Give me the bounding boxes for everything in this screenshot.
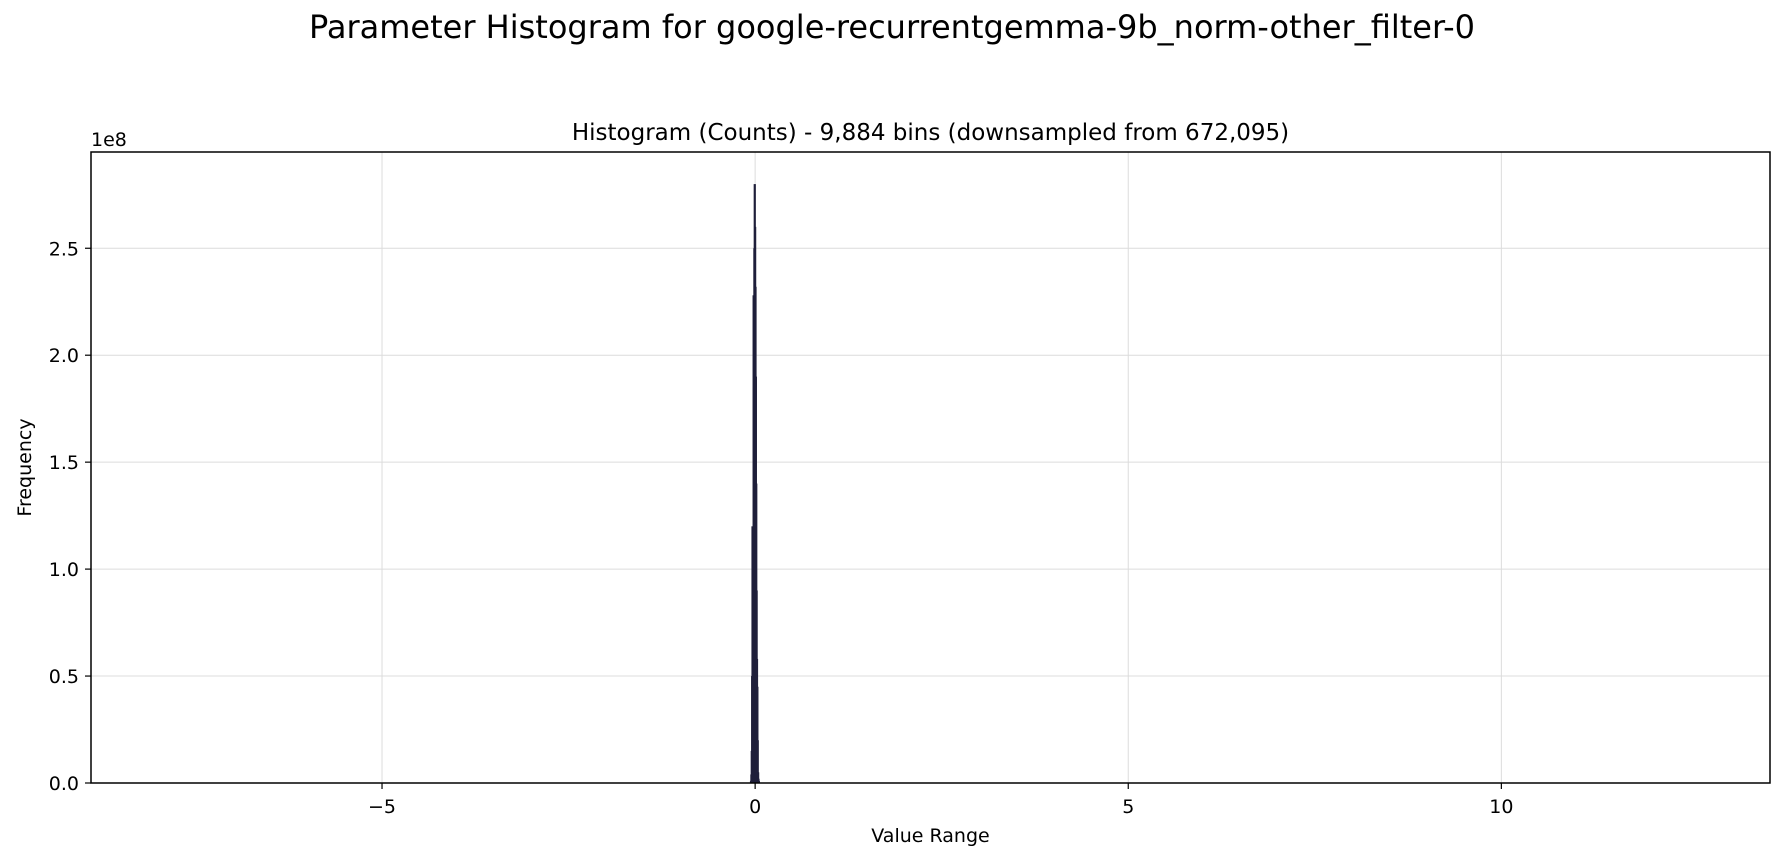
histogram-bar [757, 780, 760, 783]
y-tick-label: 1.0 [49, 559, 79, 581]
x-axis-label: Value Range [871, 825, 989, 847]
histogram-bars [749, 184, 760, 784]
y-tick-label: 0.5 [49, 666, 79, 688]
x-tick-label: 10 [1489, 796, 1513, 818]
histogram-bar [756, 740, 759, 783]
y-offset-label: 1e8 [91, 129, 127, 151]
chart-title: Histogram (Counts) - 9,884 bins (downsam… [572, 120, 1289, 146]
y-axis-ticks: 0.0 0.5 1.0 1.5 2.0 2.5 [49, 238, 91, 795]
x-axis-ticks: −5 0 5 10 [368, 783, 1513, 818]
histogram-bar [757, 772, 760, 783]
y-tick-label: 0.0 [49, 773, 79, 795]
chart-suptitle: Parameter Histogram for google-recurrent… [309, 8, 1475, 46]
x-tick-label: 0 [749, 796, 761, 818]
y-tick-label: 2.5 [49, 238, 79, 260]
plot-frame [90, 151, 1771, 784]
histogram-bar [756, 686, 759, 783]
y-tick-label: 2.0 [49, 345, 79, 367]
grid-lines [91, 152, 1770, 784]
x-tick-label: −5 [368, 796, 396, 818]
y-axis-label: Frequency [14, 418, 36, 516]
x-tick-label: 5 [1122, 796, 1134, 818]
y-tick-label: 1.5 [49, 452, 79, 474]
